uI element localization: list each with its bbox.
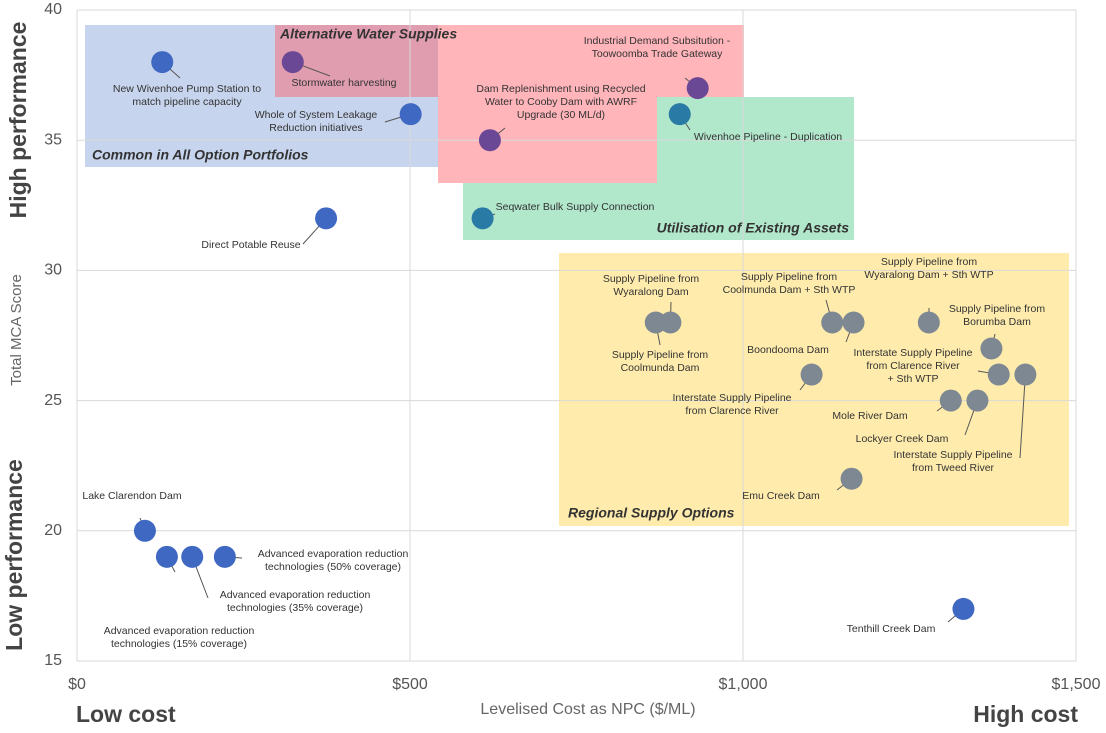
point-label: from Tweed River <box>912 462 995 474</box>
point <box>478 129 501 152</box>
point <box>644 311 667 334</box>
point-label: Seqwater Bulk Supply Connection <box>496 201 655 213</box>
point <box>800 363 823 386</box>
point-label: Mole River Dam <box>832 410 908 422</box>
point-label: Lockyer Creek Dam <box>856 433 949 445</box>
point-label: Wivenhoe Pipeline - Duplication <box>694 131 842 143</box>
point-label: Lake Clarendon Dam <box>82 490 181 502</box>
y-tick-label: 30 <box>44 262 62 279</box>
point-label: Industrial Demand Subsitution - <box>584 35 731 47</box>
point-label: Coolmunda Dam <box>621 362 700 374</box>
region-label: Regional Supply Options <box>568 505 735 521</box>
point <box>1014 363 1037 386</box>
point-label: Water to Cooby Dam with AWRF <box>485 96 637 108</box>
region-label: Common in All Option Portfolios <box>92 147 309 163</box>
point-label: match pipeline capacity <box>132 96 242 108</box>
point-label: Advanced evaporation reduction <box>220 589 371 601</box>
point <box>966 389 989 412</box>
point <box>939 389 962 412</box>
x-tick-label: $0 <box>68 676 86 693</box>
point <box>987 363 1010 386</box>
point <box>155 545 178 568</box>
annotation: Low cost <box>76 701 176 727</box>
annotation: High cost <box>973 701 1078 727</box>
point-label: Interstate Supply Pipeline <box>893 449 1012 461</box>
point-label: Boondooma Dam <box>747 344 829 356</box>
point-label: technologies (50% coverage) <box>265 561 401 573</box>
point <box>133 519 156 542</box>
point-label: from Clarence River <box>866 360 960 372</box>
point-label: Toowoomba Trade Gateway <box>592 48 723 60</box>
point <box>315 207 338 230</box>
y-tick-label: 40 <box>44 1 62 18</box>
point-label: Reduction initiatives <box>269 122 362 134</box>
y-tick-label: 15 <box>44 652 62 669</box>
point-label: Interstate Supply Pipeline <box>672 392 791 404</box>
point-label: Interstate Supply Pipeline <box>853 347 972 359</box>
annotation: Low performance <box>1 459 27 651</box>
point-label: technologies (15% coverage) <box>111 638 247 650</box>
point <box>980 337 1003 360</box>
x-tick-label: $1,500 <box>1052 676 1101 693</box>
point <box>213 545 236 568</box>
point-label: Wyaralong Dam <box>613 286 688 298</box>
point <box>151 51 174 74</box>
point <box>821 311 844 334</box>
point-label: Borumba Dam <box>963 316 1031 328</box>
point-label: Dam Replenishment using Recycled <box>476 83 645 95</box>
point-label: Supply Pipeline from <box>741 271 838 283</box>
point <box>668 103 691 126</box>
point <box>952 597 975 620</box>
leader-line <box>1019 374 1026 459</box>
region-existing <box>463 97 854 240</box>
point-label: technologies (35% coverage) <box>227 602 363 614</box>
point-label: New Wivenhoe Pump Station to <box>113 83 261 95</box>
point <box>917 311 940 334</box>
point-label: Coolmunda Dam + Sth WTP <box>723 284 856 296</box>
point-label: Whole of System Leakage <box>255 109 378 121</box>
point <box>399 103 422 126</box>
point-label: Emu Creek Dam <box>742 490 820 502</box>
region-label: Utilisation of Existing Assets <box>657 220 850 236</box>
point-label: Advanced evaporation reduction <box>258 548 409 560</box>
point-label: from Clarence River <box>685 405 779 417</box>
point <box>281 51 304 74</box>
grid <box>76 9 1077 662</box>
point <box>840 467 863 490</box>
point-label: + Sth WTP <box>887 373 938 385</box>
point-label: Supply Pipeline from <box>881 256 978 268</box>
point <box>471 207 494 230</box>
point-label: Advanced evaporation reduction <box>104 625 255 637</box>
region-alternative <box>275 25 744 183</box>
point-label: Tenthill Creek Dam <box>847 623 936 635</box>
annotation: High performance <box>5 22 31 219</box>
x-axis-label: Levelised Cost as NPC ($/ML) <box>480 701 695 718</box>
x-tick-label: $1,000 <box>719 676 768 693</box>
point-label: Wyaralong Dam + Sth WTP <box>864 269 993 281</box>
point-label: Supply Pipeline from <box>603 273 700 285</box>
y-tick-label: 25 <box>44 392 62 409</box>
x-tick-label: $500 <box>392 676 428 693</box>
point-label: Supply Pipeline from <box>949 303 1046 315</box>
region-regional <box>559 253 1069 526</box>
region-common <box>85 25 438 167</box>
point-label: Stormwater harvesting <box>291 77 396 89</box>
point <box>181 545 204 568</box>
point-label: Direct Potable Reuse <box>201 239 300 251</box>
y-tick-label: 35 <box>44 131 62 148</box>
y-tick-label: 20 <box>44 522 62 539</box>
region-label: Alternative Water Supplies <box>279 26 457 42</box>
point-label: Upgrade (30 ML/d) <box>517 109 605 121</box>
point <box>842 311 865 334</box>
y-axis-label: Total MCA Score <box>8 274 25 386</box>
point <box>686 77 709 100</box>
point-label: Supply Pipeline from <box>612 349 709 361</box>
